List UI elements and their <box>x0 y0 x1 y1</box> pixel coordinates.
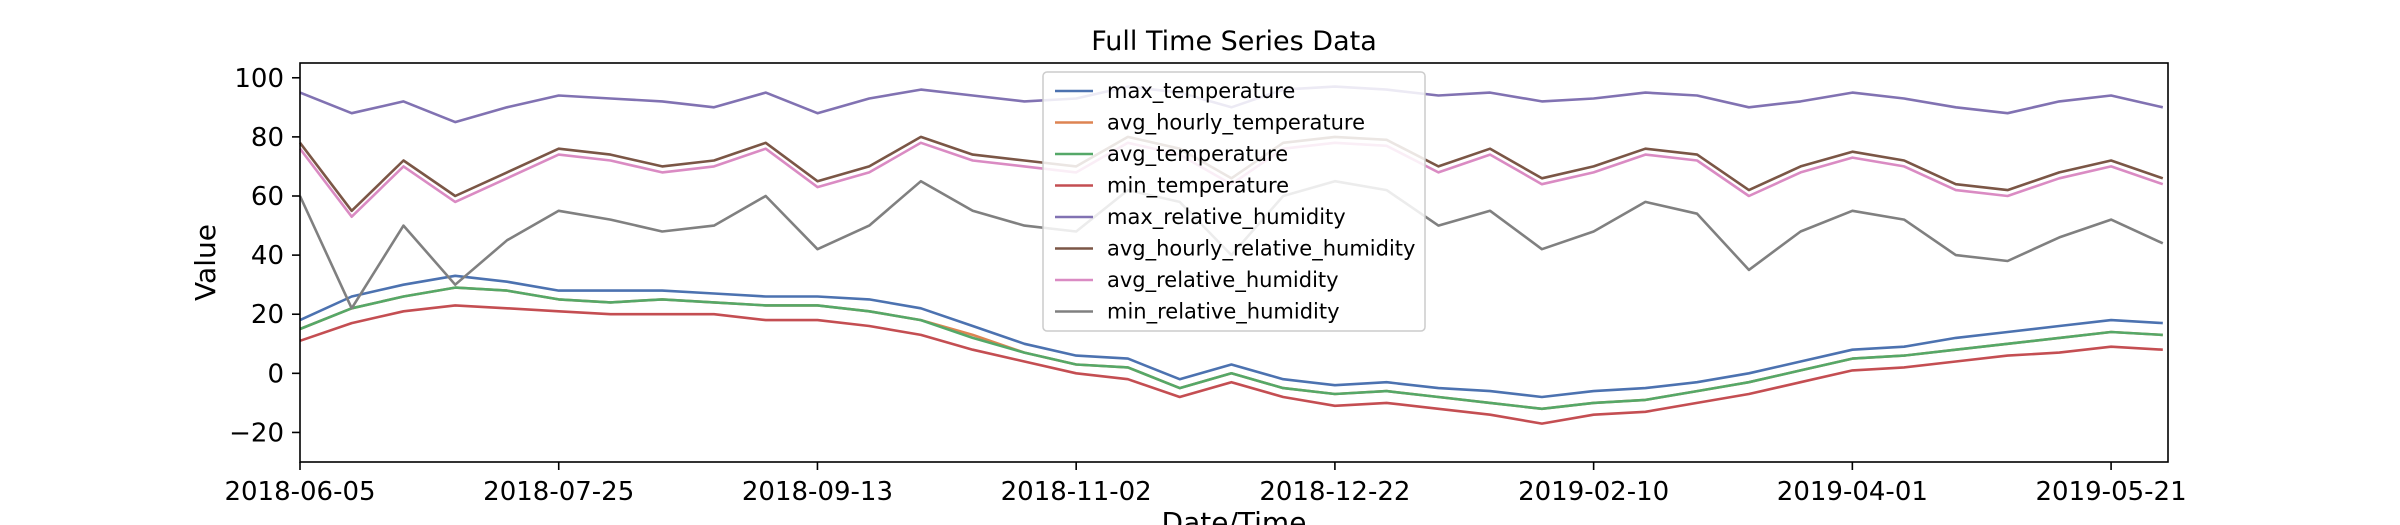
chart-title: Full Time Series Data <box>1091 26 1377 57</box>
series-line-max-temperature <box>299 274 2163 399</box>
series-line-avg-temperature <box>299 286 2163 411</box>
y-axis: −20 0 20 40 60 80 100 <box>229 64 300 448</box>
x-tick-label: 2018-11-02 <box>1001 477 1152 507</box>
x-tick-label: 2019-02-10 <box>1518 477 1669 507</box>
y-tick-label: 20 <box>251 300 284 330</box>
legend: max_temperature avg_hourly_temperatureavg… <box>1042 71 1426 332</box>
x-tick-label: 2018-12-22 <box>1259 477 1410 507</box>
x-axis: 2018-06-05 2018-07-25 2018-09-13 2018-11-02… <box>224 462 2187 507</box>
y-tick-label: 0 <box>267 359 284 389</box>
y-tick-label: −20 <box>229 418 284 448</box>
x-axis-label: Date/Time <box>1162 506 1307 525</box>
x-tick-label: 2018-06-05 <box>224 477 375 507</box>
y-tick-label: 100 <box>234 64 284 94</box>
y-axis-label: Value <box>189 224 222 301</box>
y-tick-label: 80 <box>251 123 284 153</box>
x-tick-label: 2018-09-13 <box>742 477 893 507</box>
legend-label: avg_relative_humidity <box>1107 268 1339 293</box>
legend-label: min_temperature <box>1107 174 1289 199</box>
x-tick-label: 2019-04-01 <box>1777 477 1928 507</box>
legend-label: avg_temperature <box>1107 142 1288 167</box>
legend-label: min_relative_humidity <box>1107 300 1340 325</box>
legend-label: avg_hourly_temperature <box>1107 111 1365 136</box>
legend-label: max_relative_humidity <box>1107 205 1346 230</box>
legend-label: max_temperature <box>1107 79 1295 104</box>
y-tick-label: 60 <box>251 182 284 212</box>
series-line-min-temperature <box>299 304 2163 425</box>
legend-box <box>1042 71 1426 332</box>
x-tick-label: 2018-07-25 <box>483 477 634 507</box>
plot-frame <box>299 62 2169 463</box>
x-tick-label: 2019-05-21 <box>2036 477 2187 507</box>
legend-label: avg_hourly_relative_humidity <box>1107 237 1415 262</box>
y-tick-label: 40 <box>251 241 284 271</box>
